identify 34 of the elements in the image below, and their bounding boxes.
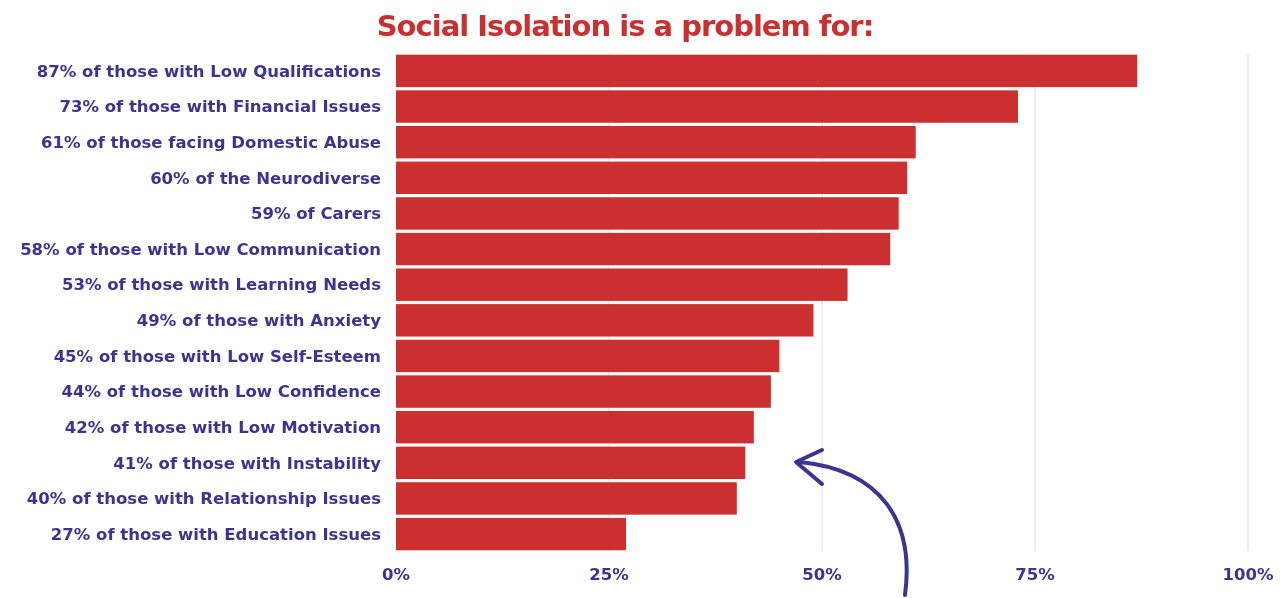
- bar: [396, 446, 746, 480]
- bar: [396, 375, 771, 408]
- bar: [396, 161, 908, 195]
- y-tick-label: 87% of those with Low Qualifications: [36, 61, 382, 81]
- bar: [396, 268, 848, 301]
- bar: [396, 517, 627, 551]
- y-tick-label: 45% of those with Low Self-Esteem: [53, 346, 381, 366]
- x-tick-label: 0%: [381, 565, 411, 584]
- bar: [396, 410, 754, 444]
- y-tick-label: 40% of those with Relationship Issues: [26, 489, 382, 509]
- bar: [396, 90, 1018, 123]
- bar: [396, 54, 1138, 88]
- y-tick-label: 53% of those with Learning Needs: [61, 275, 382, 295]
- bar: [396, 125, 916, 159]
- chart-title: Social Isolation is a problem for:: [376, 9, 874, 43]
- y-tick-label: 60% of the Neurodiverse: [150, 168, 381, 188]
- y-tick-label: 58% of those with Low Communication: [20, 239, 381, 259]
- bar: [396, 197, 899, 230]
- bar: [396, 304, 814, 337]
- y-tick-label: 42% of those with Low Motivation: [64, 417, 381, 437]
- x-tick-label: 25%: [589, 565, 630, 584]
- bar: [396, 482, 737, 515]
- y-tick-label: 73% of those with Financial Issues: [59, 97, 382, 117]
- x-tick-label: 50%: [802, 565, 843, 584]
- y-tick-label: 61% of those facing Domestic Abuse: [41, 132, 381, 152]
- y-tick-label: 41% of those with Instability: [113, 453, 382, 473]
- y-tick-label: 49% of those with Anxiety: [136, 311, 382, 331]
- bar: [396, 232, 891, 266]
- y-tick-label: 59% of Carers: [250, 204, 382, 224]
- x-tick-label: 100%: [1222, 565, 1274, 584]
- y-tick-label: 27% of those with Education Issues: [50, 524, 382, 544]
- x-tick-label: 75%: [1015, 565, 1056, 584]
- bar: [396, 339, 780, 373]
- y-tick-label: 44% of those with Low Confidence: [61, 382, 381, 402]
